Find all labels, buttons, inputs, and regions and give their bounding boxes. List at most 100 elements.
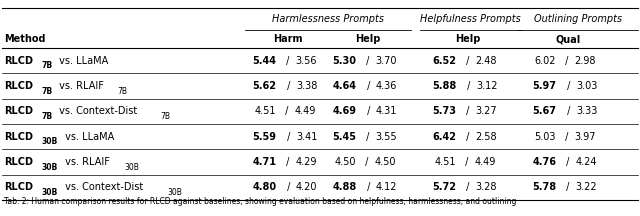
Text: 2.58: 2.58 bbox=[476, 132, 497, 142]
Text: 5.78: 5.78 bbox=[532, 182, 556, 192]
Text: 4.50: 4.50 bbox=[334, 157, 356, 167]
Text: 4.88: 4.88 bbox=[332, 182, 356, 192]
Text: /: / bbox=[362, 157, 371, 167]
Text: Help: Help bbox=[455, 34, 481, 44]
Text: /: / bbox=[564, 81, 573, 91]
Text: 5.72: 5.72 bbox=[433, 182, 456, 192]
Text: 3.22: 3.22 bbox=[576, 182, 597, 192]
Text: /: / bbox=[284, 157, 293, 167]
Text: /: / bbox=[364, 106, 373, 116]
Text: 4.76: 4.76 bbox=[532, 157, 557, 167]
Text: 4.71: 4.71 bbox=[253, 157, 276, 167]
Text: 4.31: 4.31 bbox=[376, 106, 397, 116]
Text: 2.98: 2.98 bbox=[574, 56, 596, 66]
Text: vs. LLaMA: vs. LLaMA bbox=[62, 132, 115, 142]
Text: Harm: Harm bbox=[273, 34, 303, 44]
Text: 6.42: 6.42 bbox=[433, 132, 456, 142]
Text: 4.36: 4.36 bbox=[376, 81, 397, 91]
Text: 4.51: 4.51 bbox=[434, 157, 456, 167]
Text: 5.97: 5.97 bbox=[532, 81, 557, 91]
Text: 3.27: 3.27 bbox=[476, 106, 497, 116]
Text: 4.29: 4.29 bbox=[296, 157, 317, 167]
Text: 7B: 7B bbox=[42, 87, 52, 95]
Text: 30B: 30B bbox=[124, 163, 139, 172]
Text: vs. RLAIF: vs. RLAIF bbox=[62, 157, 110, 167]
Text: 3.38: 3.38 bbox=[296, 81, 317, 91]
Text: 7B: 7B bbox=[118, 87, 127, 95]
Text: Helpfulness Prompts: Helpfulness Prompts bbox=[420, 14, 521, 24]
Text: /: / bbox=[284, 182, 293, 192]
Text: RLCD: RLCD bbox=[4, 182, 33, 192]
Text: vs. RLAIF: vs. RLAIF bbox=[56, 81, 104, 91]
Text: /: / bbox=[463, 182, 473, 192]
Text: vs. LLaMA: vs. LLaMA bbox=[56, 56, 108, 66]
Text: /: / bbox=[282, 106, 291, 116]
Text: 5.03: 5.03 bbox=[534, 132, 556, 142]
Text: 5.67: 5.67 bbox=[532, 106, 557, 116]
Text: /: / bbox=[463, 106, 473, 116]
Text: Qual: Qual bbox=[556, 34, 580, 44]
Text: 5.44: 5.44 bbox=[253, 56, 276, 66]
Text: 30B: 30B bbox=[42, 163, 58, 172]
Text: Harmlessness Prompts: Harmlessness Prompts bbox=[272, 14, 384, 24]
Text: 5.73: 5.73 bbox=[433, 106, 456, 116]
Text: /: / bbox=[463, 81, 473, 91]
Text: 7B: 7B bbox=[42, 112, 52, 121]
Text: /: / bbox=[364, 81, 373, 91]
Text: 4.49: 4.49 bbox=[294, 106, 316, 116]
Text: /: / bbox=[564, 106, 573, 116]
Text: 4.24: 4.24 bbox=[576, 157, 597, 167]
Text: 5.59: 5.59 bbox=[253, 132, 276, 142]
Text: /: / bbox=[364, 182, 373, 192]
Text: 6.02: 6.02 bbox=[534, 56, 556, 66]
Text: vs. Context-Dist: vs. Context-Dist bbox=[56, 106, 137, 116]
Text: Tab. 2: Human comparison results for RLCD against baselines, showing evaluation : Tab. 2: Human comparison results for RLC… bbox=[4, 197, 516, 206]
Text: 30B: 30B bbox=[167, 188, 182, 197]
Text: 5.62: 5.62 bbox=[253, 81, 276, 91]
Text: 3.55: 3.55 bbox=[376, 132, 397, 142]
Text: /: / bbox=[284, 81, 293, 91]
Text: /: / bbox=[284, 132, 293, 142]
Text: /: / bbox=[562, 132, 572, 142]
Text: 3.33: 3.33 bbox=[576, 106, 597, 116]
Text: 30B: 30B bbox=[42, 137, 58, 146]
Text: 3.70: 3.70 bbox=[376, 56, 397, 66]
Text: 4.80: 4.80 bbox=[252, 182, 276, 192]
Text: /: / bbox=[562, 56, 572, 66]
Text: 4.69: 4.69 bbox=[333, 106, 356, 116]
Text: 3.03: 3.03 bbox=[576, 81, 597, 91]
Text: RLCD: RLCD bbox=[4, 106, 33, 116]
Text: Outlining Prompts: Outlining Prompts bbox=[534, 14, 622, 24]
Text: /: / bbox=[462, 157, 472, 167]
Text: 4.20: 4.20 bbox=[296, 182, 317, 192]
Text: 3.28: 3.28 bbox=[476, 182, 497, 192]
Text: /: / bbox=[463, 132, 473, 142]
Text: 3.12: 3.12 bbox=[476, 81, 497, 91]
Text: 4.64: 4.64 bbox=[333, 81, 356, 91]
Text: 4.51: 4.51 bbox=[254, 106, 276, 116]
Text: 3.41: 3.41 bbox=[296, 132, 317, 142]
Text: 30B: 30B bbox=[42, 188, 58, 197]
Text: vs. Context-Dist: vs. Context-Dist bbox=[62, 182, 143, 192]
Text: RLCD: RLCD bbox=[4, 56, 33, 66]
Text: Method: Method bbox=[4, 34, 45, 44]
Text: RLCD: RLCD bbox=[4, 81, 33, 91]
Text: 4.12: 4.12 bbox=[376, 182, 397, 192]
Text: RLCD: RLCD bbox=[4, 157, 33, 167]
Text: /: / bbox=[563, 157, 573, 167]
Text: 5.88: 5.88 bbox=[433, 81, 456, 91]
Text: RLCD: RLCD bbox=[4, 132, 33, 142]
Text: 7B: 7B bbox=[161, 112, 171, 121]
Text: 5.45: 5.45 bbox=[332, 132, 356, 142]
Text: 5.30: 5.30 bbox=[333, 56, 356, 66]
Text: 4.49: 4.49 bbox=[474, 157, 495, 167]
Text: /: / bbox=[463, 56, 473, 66]
Text: 3.56: 3.56 bbox=[296, 56, 317, 66]
Text: 3.97: 3.97 bbox=[574, 132, 596, 142]
Text: /: / bbox=[284, 56, 293, 66]
Text: 7B: 7B bbox=[42, 61, 52, 70]
Text: /: / bbox=[364, 132, 373, 142]
Text: 2.48: 2.48 bbox=[476, 56, 497, 66]
Text: Help: Help bbox=[355, 34, 381, 44]
Text: /: / bbox=[563, 182, 573, 192]
